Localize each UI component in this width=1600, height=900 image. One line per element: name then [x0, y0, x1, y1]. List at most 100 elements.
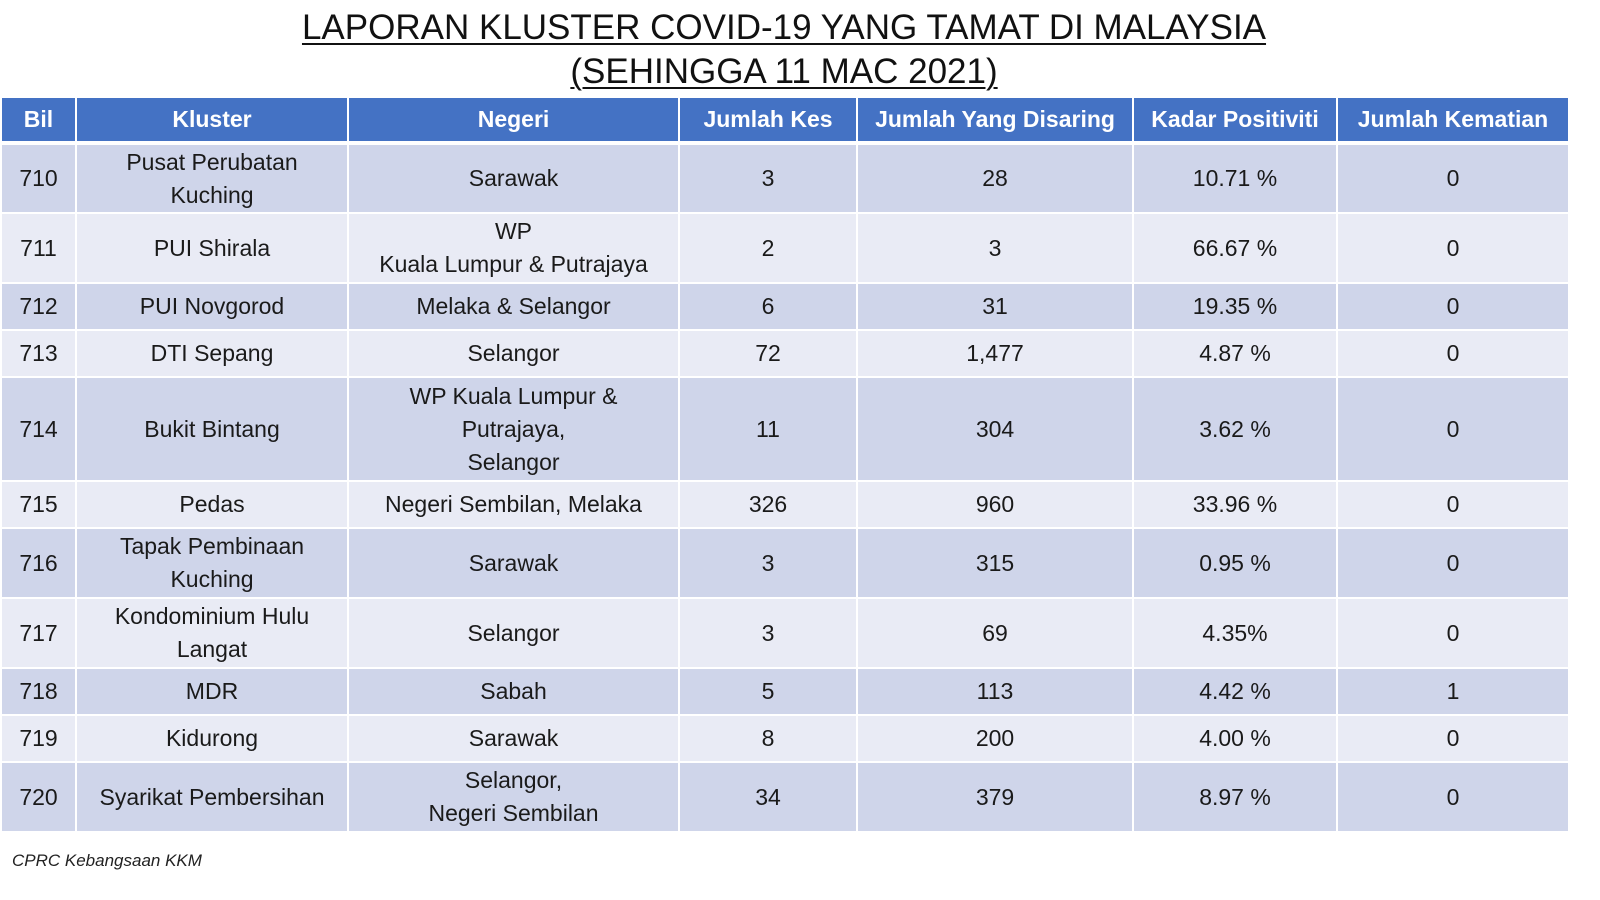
cell-negeri-line: Putrajaya, [461, 415, 566, 442]
cell-bil: 711 [0, 212, 77, 284]
cell-kluster: Pedas [75, 480, 349, 529]
cell-kluster: MDR [75, 667, 349, 716]
cell-kluster-line: DTI Sepang [150, 340, 274, 366]
cell-jumlah-kematian: 0 [1336, 329, 1570, 378]
cell-jumlah-kematian: 0 [1336, 480, 1570, 529]
cell-bil: 718 [0, 667, 77, 716]
cell-kluster-line: MDR [185, 678, 239, 704]
cell-kluster-line: Bukit Bintang [144, 415, 280, 442]
cell-negeri-line: Sarawak [468, 725, 559, 751]
cell-bil: 716 [0, 527, 77, 599]
cell-negeri-line: Melaka & Selangor [416, 293, 611, 319]
cell-kluster: Bukit Bintang [75, 376, 349, 482]
cell-kluster-line: Pedas [179, 491, 245, 517]
cell-negeri: Sarawak [347, 714, 680, 763]
cell-kluster: PUI Shirala [75, 212, 349, 284]
cell-kluster: Kondominium Hulu Langat [75, 597, 349, 669]
cell-jumlah-kes: 3 [678, 142, 858, 214]
cell-kluster: Pusat Perubatan Kuching [75, 142, 349, 214]
cell-kadar-positiviti: 4.00 % [1132, 714, 1338, 763]
cell-jumlah-kes: 5 [678, 667, 858, 716]
cell-jumlah-disaring: 200 [856, 714, 1134, 763]
cell-negeri: WP Kuala Lumpur & Putrajaya [347, 212, 680, 284]
cell-kluster: PUI Novgorod [75, 282, 349, 331]
cell-jumlah-kes: 6 [678, 282, 858, 331]
cell-negeri-line: Selangor [467, 619, 560, 646]
report-title-line1: LAPORAN KLUSTER COVID-19 YANG TAMAT DI M… [301, 8, 1267, 47]
cell-negeri: WP Kuala Lumpur & Putrajaya, Selangor [347, 376, 680, 482]
header-jumlah-disaring: Jumlah Yang Disaring [856, 96, 1134, 145]
cell-kluster-line: Kuching [170, 566, 254, 592]
table-body: 710 Pusat Perubatan Kuching Sarawak 3 28 10.71… [0, 142, 1570, 833]
cell-kluster-line: Langat [176, 636, 248, 662]
cell-jumlah-disaring: 1,477 [856, 329, 1134, 378]
cell-negeri-line: WP [494, 218, 533, 244]
cell-kadar-positiviti: 0.95 % [1132, 527, 1338, 599]
cell-jumlah-disaring: 304 [856, 376, 1134, 482]
table-row: 717 Kondominium Hulu Langat Selangor 3 69 4.35… [0, 597, 1570, 669]
header-kadar-positiviti: Kadar Positiviti [1132, 96, 1338, 145]
header-bil: Bil [0, 96, 77, 145]
table-row: 711 PUI Shirala WP Kuala Lumpur & Putrajaya… [0, 212, 1570, 284]
cell-jumlah-kematian: 0 [1336, 597, 1570, 669]
table-header-row: Bil Kluster Negeri Jumlah Kes Jumlah Yan… [0, 96, 1570, 145]
report-title-line2: (SEHINGGA 11 MAC 2021) [570, 52, 998, 91]
cell-jumlah-disaring: 31 [856, 282, 1134, 331]
cell-negeri-line: Negeri Sembilan [428, 800, 599, 826]
cell-negeri: Sarawak [347, 142, 680, 214]
cell-kadar-positiviti: 4.87 % [1132, 329, 1338, 378]
cell-kluster-line: PUI Shirala [153, 234, 271, 261]
cell-kadar-positiviti: 3.62 % [1132, 376, 1338, 482]
cell-kluster: DTI Sepang [75, 329, 349, 378]
cell-jumlah-kes: 3 [678, 527, 858, 599]
cell-negeri-line: Sarawak [468, 549, 559, 576]
cell-kluster: Kidurong [75, 714, 349, 763]
cell-kluster: Tapak Pembinaan Kuching [75, 527, 349, 599]
cell-kluster-line: Kidurong [165, 725, 259, 751]
table-row: 713 DTI Sepang Selangor 72 1,477 4.87 % 0 [0, 329, 1570, 378]
cell-negeri: Selangor [347, 329, 680, 378]
cell-bil: 714 [0, 376, 77, 482]
cell-negeri-line: Sarawak [468, 165, 559, 191]
cell-kadar-positiviti: 66.67 % [1132, 212, 1338, 284]
cell-kluster-line: PUI Novgorod [139, 293, 285, 319]
cell-jumlah-disaring: 379 [856, 761, 1134, 833]
header-jumlah-kes: Jumlah Kes [678, 96, 858, 145]
cell-bil: 713 [0, 329, 77, 378]
cell-jumlah-kematian: 0 [1336, 282, 1570, 331]
cell-negeri-line: Selangor [467, 340, 560, 366]
cell-jumlah-kes: 8 [678, 714, 858, 763]
cell-jumlah-kematian: 1 [1336, 667, 1570, 716]
table-row: 718 MDR Sabah 5 113 4.42 % 1 [0, 667, 1570, 716]
cell-kluster-line: Tapak Pembinaan [119, 533, 305, 559]
header-kluster: Kluster [75, 96, 349, 145]
cell-negeri: Selangor, Negeri Sembilan [347, 761, 680, 833]
cell-jumlah-disaring: 960 [856, 480, 1134, 529]
cell-kadar-positiviti: 33.96 % [1132, 480, 1338, 529]
cell-bil: 715 [0, 480, 77, 529]
cell-bil: 720 [0, 761, 77, 833]
cell-kluster-line: Pusat Perubatan [126, 148, 298, 175]
cell-negeri: Negeri Sembilan, Melaka [347, 480, 680, 529]
table-row: 712 PUI Novgorod Melaka & Selangor 6 31 19.35… [0, 282, 1570, 331]
cell-kadar-positiviti: 4.42 % [1132, 667, 1338, 716]
cell-kadar-positiviti: 8.97 % [1132, 761, 1338, 833]
table-row: 719 Kidurong Sarawak 8 200 4.00 % 0 [0, 714, 1570, 763]
cell-negeri: Selangor [347, 597, 680, 669]
cell-jumlah-kes: 2 [678, 212, 858, 284]
header-jumlah-kematian: Jumlah Kematian [1336, 96, 1570, 145]
cell-jumlah-disaring: 315 [856, 527, 1134, 599]
cell-jumlah-kes: 72 [678, 329, 858, 378]
cell-jumlah-disaring: 28 [856, 142, 1134, 214]
cell-kluster-line: Syarikat Pembersihan [99, 783, 325, 810]
report-title: LAPORAN KLUSTER COVID-19 YANG TAMAT DI M… [0, 6, 1568, 94]
cell-negeri: Sabah [347, 667, 680, 716]
cell-negeri-line: Selangor, [464, 767, 563, 793]
cluster-table: Bil Kluster Negeri Jumlah Kes Jumlah Yan… [0, 96, 1570, 833]
source-footer: CPRC Kebangsaan KKM [12, 851, 202, 870]
cell-bil: 717 [0, 597, 77, 669]
cell-jumlah-kematian: 0 [1336, 761, 1570, 833]
cell-negeri-line: WP Kuala Lumpur & [409, 382, 618, 409]
cell-jumlah-kes: 34 [678, 761, 858, 833]
cell-kluster-line: Kuching [170, 181, 254, 208]
